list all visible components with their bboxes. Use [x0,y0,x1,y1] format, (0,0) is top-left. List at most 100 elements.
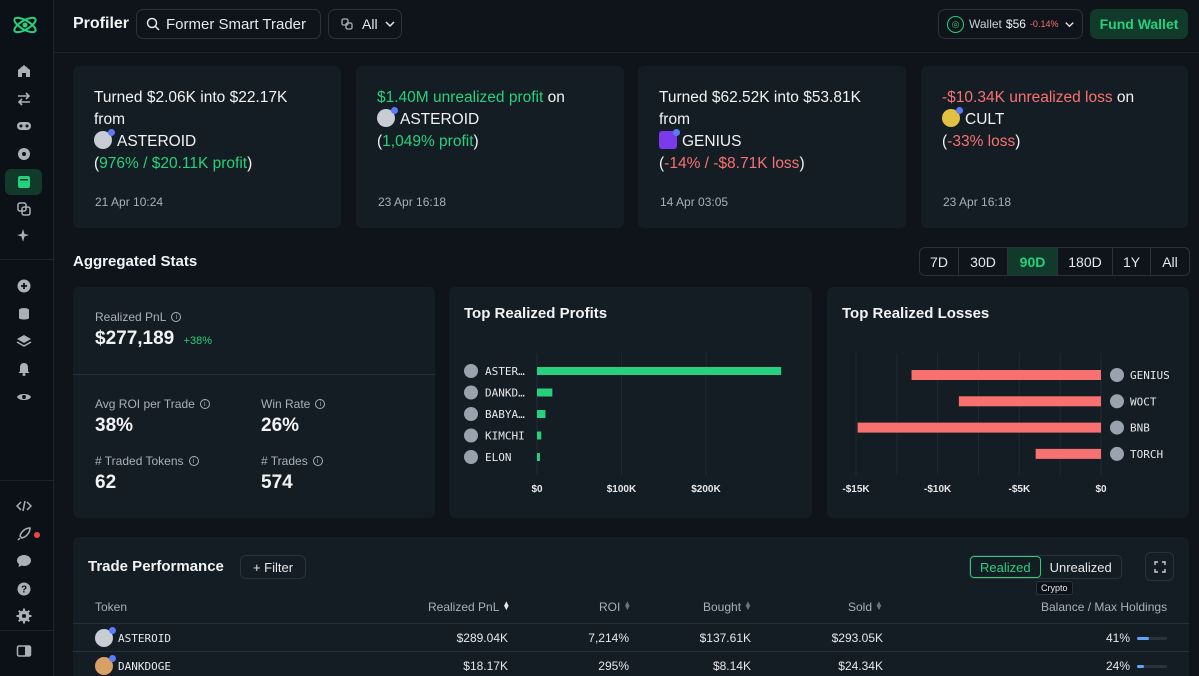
insight-paren: ( [94,155,100,172]
row-holding: 24% [1105,659,1130,673]
info-icon[interactable]: i [312,456,323,466]
database-icon[interactable] [14,304,34,324]
wallet-dropdown[interactable]: ◎ Wallet $56 -0.14% [938,9,1083,39]
column-header-token[interactable]: Token [95,600,128,614]
table-row-token[interactable]: ASTEROID [95,627,171,647]
profiler-icon[interactable] [5,169,42,195]
traded-tokens-value: 62 [95,472,117,493]
stat-label-text: Win Rate [261,397,311,411]
insight-paren: ) [799,155,805,172]
bell-icon[interactable] [14,359,34,379]
insight-card[interactable]: Turned $2.06K into $22.17K from ASTEROID… [73,66,341,228]
tab-unrealized[interactable]: Unrealized [1049,559,1112,575]
insight-connector: on [1112,89,1135,106]
fund-wallet-button[interactable]: Fund Wallet [1090,9,1188,39]
target-icon[interactable] [14,144,34,164]
collapse-sidebar-icon[interactable] [14,641,34,661]
tab-realized[interactable]: Realized [970,556,1041,578]
losses-chart-svg: -$15K -$10K -$5K $0 GENIUS WOCT BNB TORCH [842,353,1170,495]
info-icon[interactable]: i [171,312,182,322]
column-header-balance[interactable]: Balance / Max Holdings [1041,600,1168,614]
realized-toggle: Realized Unrealized [969,555,1122,579]
row-bought: $8.14K [712,659,751,673]
swap-icon[interactable] [14,89,34,109]
row-realized-pnl: $18.17K [463,659,508,673]
stats-card: Realized PnL i $277,189 +38% Avg ROI per … [73,287,435,518]
period-1y[interactable]: 1Y [1113,248,1151,275]
expand-icon[interactable] [1145,552,1174,581]
period-all[interactable]: All [1162,253,1178,270]
info-icon[interactable]: i [188,456,199,466]
realized-pnl-value: $277,189 +38% [95,328,212,350]
insight-summary: Turned $62.52K into $53.81K [659,89,861,106]
logo-icon[interactable] [11,11,39,39]
period-180d[interactable]: 180D [1058,248,1113,275]
column-header-bought[interactable]: Bought ▲ ▼ [703,600,752,615]
rocket-icon[interactable] [14,524,34,544]
bar [537,388,553,397]
info-icon[interactable]: i [199,399,210,409]
row-sold: $24.34K [838,659,883,673]
watch-icon[interactable] [14,387,34,407]
holding-bar-fill [1137,637,1150,640]
token-icon [464,385,478,400]
sort-icon: ▲ ▼ [502,599,511,612]
insight-paren: ( [377,133,383,150]
insight-connector: from [659,111,690,128]
wallet-icon: ◎ [947,15,964,33]
column-header-roi[interactable]: ROI ▲ ▼ [599,600,631,615]
category-label: ASTER… [485,365,525,378]
avg-roi-value: 38% [95,415,134,436]
column-header-sold[interactable]: Sold ▲ ▼ [848,600,883,615]
token-name: DANKDOGE [118,659,171,673]
home-icon[interactable] [14,61,34,81]
x-tick-label: -$10K [924,484,952,495]
top-profits-chart: Top Realized Profits $0 $100K $200K ASTER… D… [449,287,812,518]
token-name: ASTEROID [118,631,171,645]
sidebar-divider [0,480,54,481]
bar [911,370,1101,380]
insight-date: 23 Apr 16:18 [943,195,1012,209]
row-bought: $137.61K [699,631,751,645]
search-input[interactable]: Former Smart Trader [136,9,321,39]
info-icon[interactable]: i [315,399,326,409]
period-30d[interactable]: 30D [959,248,1008,275]
table-row-token[interactable]: DANKDOGE [95,655,171,675]
chain-filter-select[interactable]: All [328,9,402,39]
chat-icon[interactable] [14,551,34,571]
row-holding: 41% [1105,631,1130,645]
top-bar: Profiler Former Smart Trader All ◎ Walle… [54,0,1199,53]
avg-roi-label: Avg ROI per Trade i [95,397,210,411]
token-icon [1110,420,1124,435]
period-90d[interactable]: 90D [1008,248,1058,275]
help-icon[interactable]: ? [14,579,34,599]
code-icon[interactable] [14,496,34,516]
settings-icon[interactable] [14,606,34,626]
filter-button[interactable]: + Filter [240,555,306,579]
period-7d[interactable]: 7D [920,248,959,275]
insight-card[interactable]: $1.40M unrealized profit on ASTEROID (1,… [356,66,624,228]
column-header-realized-pnl[interactable]: Realized PnL ▲ ▼ [428,599,511,615]
column-header-label: Sold [848,600,873,614]
wallet-amount: $56 [1005,17,1026,31]
insight-date: 23 Apr 16:18 [378,195,447,209]
search-value: Former Smart Trader [166,15,307,33]
trade-performance-panel: Trade Performance + Filter Realized Unre… [73,537,1189,676]
realized-pnl-change: +38% [183,335,212,347]
insight-card[interactable]: Turned $62.52K into $53.81K from GENIUS … [638,66,906,228]
column-header-label: Realized PnL [428,600,500,614]
add-circle-icon[interactable] [14,276,34,296]
insight-paren: ) [1015,133,1021,150]
category-label: ELON [485,451,512,464]
sparkle-icon[interactable] [14,226,34,246]
copy-icon[interactable] [14,199,34,219]
mask-icon[interactable] [14,116,34,136]
bar [958,396,1101,407]
token-icon [377,107,398,127]
holding-bar-fill [1137,665,1145,668]
trades-label: # Trades i [261,454,323,468]
trades-value: 574 [261,472,293,493]
insight-detail: -14% / -$8.71K loss [664,155,800,172]
insight-card[interactable]: -$10.34K unrealized loss on CULT (-33% l… [921,66,1188,228]
layers-icon[interactable] [14,331,34,351]
